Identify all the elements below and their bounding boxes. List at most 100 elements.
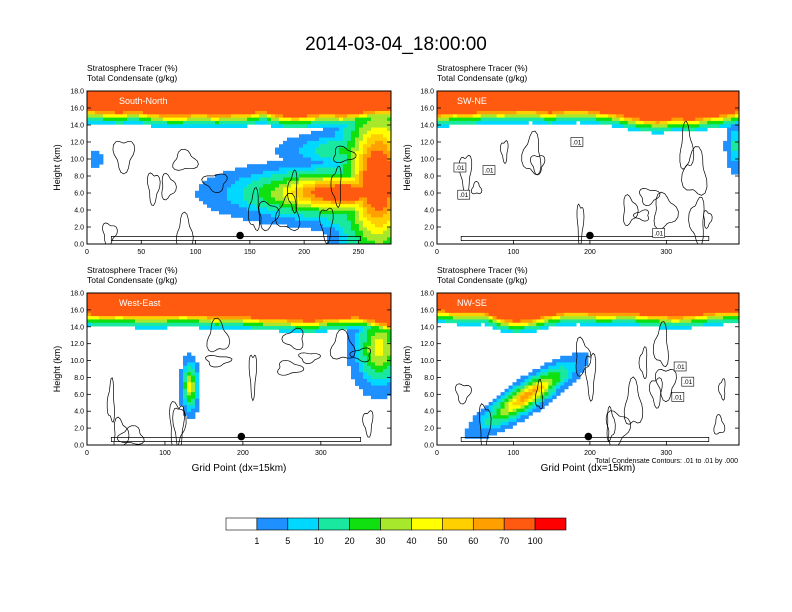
tracer-cell: [307, 180, 312, 185]
tracer-cell: [371, 309, 376, 314]
tracer-cell: [151, 120, 156, 125]
tracer-cell: [315, 299, 320, 304]
tracer-cell: [335, 230, 340, 235]
tracer-cell: [572, 375, 577, 380]
tracer-cell: [171, 322, 176, 327]
tracer-cell: [512, 329, 517, 334]
tracer-cell: [243, 316, 248, 320]
tracer-cell: [271, 210, 276, 215]
tracer-cell: [255, 197, 260, 202]
tracer-cell: [267, 114, 272, 119]
tracer-cell: [387, 130, 391, 135]
tracer-cell: [536, 100, 541, 105]
tracer-cell: [291, 309, 296, 314]
tracer-cell: [99, 299, 104, 304]
tracer-cell: [627, 117, 633, 122]
tracer-cell: [383, 157, 388, 162]
tracer-cell: [528, 405, 533, 410]
tracer-cell: [111, 91, 116, 95]
tracer-cell: [440, 316, 446, 320]
tracer-cell: [544, 382, 549, 386]
tracer-cell: [723, 110, 728, 115]
contour-label-box: [457, 189, 471, 200]
tracer-cell: [504, 392, 509, 396]
tracer-cell: [540, 388, 545, 393]
tracer-cell: [187, 107, 192, 112]
tracer-cell: [247, 97, 252, 102]
tracer-cell: [512, 418, 517, 423]
tracer-cell: [311, 164, 316, 168]
tracer-cell: [187, 405, 192, 410]
tracer-cell: [731, 127, 736, 132]
tracer-cell: [524, 316, 529, 320]
tracer-cell: [379, 114, 384, 119]
tracer-cell: [512, 107, 517, 112]
tracer-cell: [207, 306, 212, 310]
tracer-cell: [591, 293, 597, 297]
tracer-cell: [359, 160, 364, 165]
tracer-cell: [480, 299, 486, 304]
tracer-cell: [279, 316, 284, 320]
tracer-cell: [303, 224, 308, 228]
tracer-cell: [287, 120, 292, 125]
tracer-cell: [343, 210, 348, 215]
tracer-cell: [735, 107, 739, 112]
tracer-cell: [707, 97, 712, 102]
tracer-cell: [123, 104, 128, 109]
tracer-cell: [339, 107, 344, 112]
tracer-cell: [303, 197, 308, 202]
tracer-cell: [492, 398, 497, 403]
tracer-cell: [440, 309, 446, 314]
tracer-cell: [735, 97, 739, 102]
tracer-cell: [183, 375, 188, 380]
tracer-cell: [367, 237, 372, 242]
tracer-cell: [187, 355, 192, 360]
tracer-cell: [440, 97, 446, 102]
tracer-cell: [584, 120, 589, 125]
tracer-cell: [387, 110, 391, 115]
tracer-cell: [568, 302, 573, 307]
tracer-cell: [355, 190, 360, 195]
tracer-cell: [247, 180, 252, 185]
tracer-cell: [287, 207, 292, 212]
tracer-cell: [183, 402, 188, 406]
tracer-cell: [91, 312, 96, 317]
tracer-cell: [727, 134, 732, 138]
tracer-cell: [371, 147, 376, 152]
tracer-cell: [255, 190, 260, 195]
tracer-cell: [187, 114, 192, 119]
tracer-cell: [151, 302, 156, 307]
tracer-cell: [643, 94, 648, 99]
tracer-cell: [351, 375, 356, 380]
tracer-cell: [283, 160, 288, 165]
tracer-cell: [299, 204, 304, 208]
tracer-cell: [251, 207, 256, 212]
tracer-cell: [512, 415, 517, 419]
tracer-cell: [383, 299, 388, 304]
tracer-cell: [496, 402, 501, 406]
tracer-cell: [500, 428, 505, 433]
tracer-cell: [480, 319, 486, 324]
tracer-cell: [283, 214, 288, 218]
tracer-cell: [639, 97, 645, 102]
tracer-cell: [263, 190, 268, 195]
tracer-cell: [387, 299, 391, 304]
tracer-cell: [235, 184, 240, 188]
tracer-cell: [488, 114, 494, 119]
tracer-cell: [379, 167, 384, 172]
tracer-cell: [524, 411, 529, 416]
tracer-cell: [251, 306, 256, 310]
tracer-cell: [367, 144, 372, 148]
tracer-cell: [327, 237, 332, 242]
tracer-cell: [303, 312, 308, 317]
tracer-cell: [207, 204, 212, 208]
tracer-cell: [227, 94, 232, 99]
tracer-cell: [532, 382, 537, 386]
tracer-cell: [371, 197, 376, 202]
tracer-cell: [379, 319, 384, 324]
tracer-cell: [448, 104, 454, 109]
x-tick-label: 200: [584, 249, 596, 256]
tracer-cell: [607, 302, 613, 307]
tracer-cell: [335, 326, 340, 330]
tracer-cell: [516, 306, 521, 310]
